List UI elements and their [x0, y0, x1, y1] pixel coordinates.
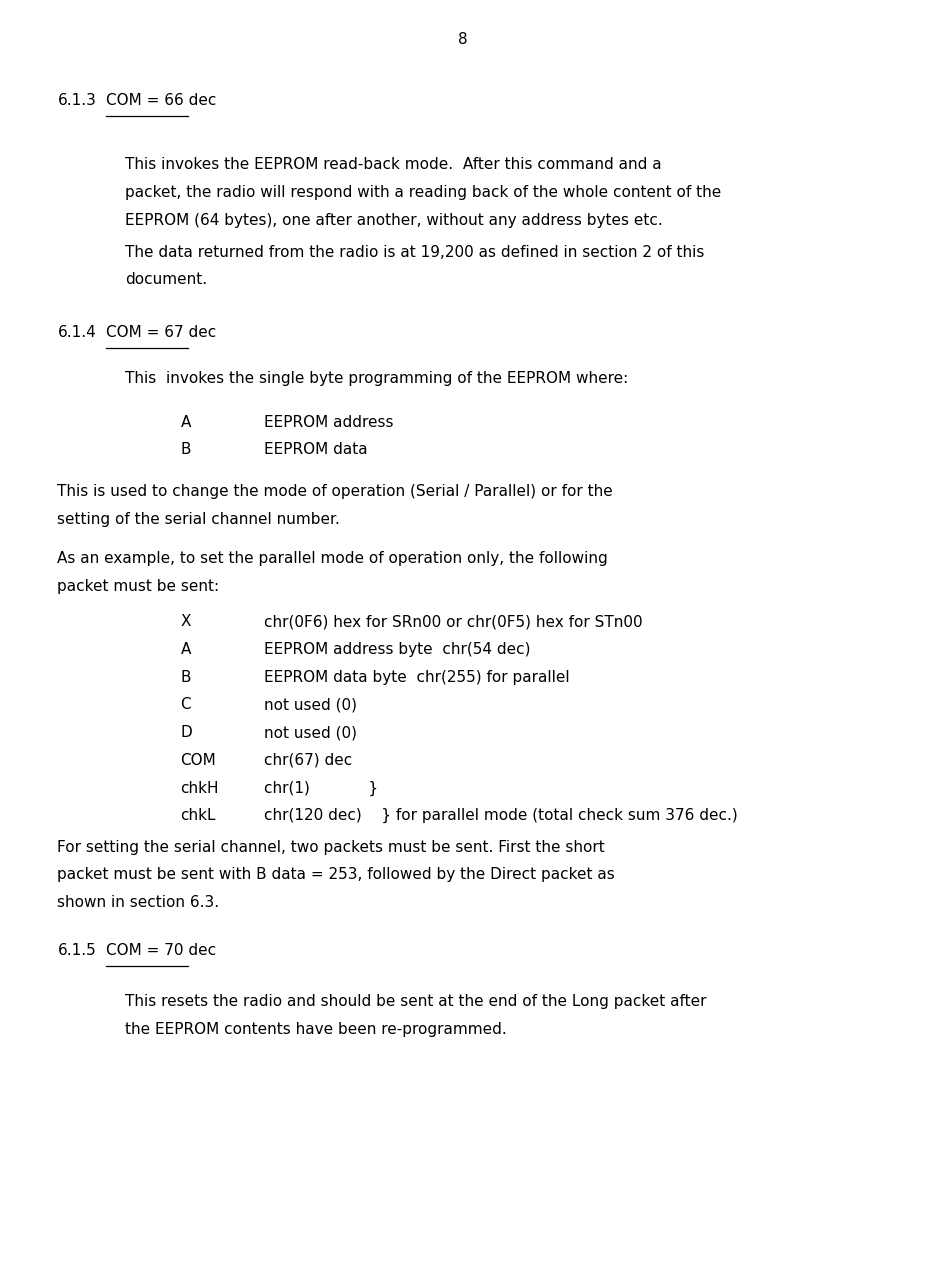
Text: This invokes the EEPROM read-back mode.  After this command and a: This invokes the EEPROM read-back mode. …: [125, 157, 662, 173]
Text: shown in section 6.3.: shown in section 6.3.: [57, 895, 219, 911]
Text: EEPROM (64 bytes), one after another, without any address bytes etc.: EEPROM (64 bytes), one after another, wi…: [125, 213, 663, 228]
Text: packet must be sent with B data = 253, followed by the Direct packet as: packet must be sent with B data = 253, f…: [57, 868, 615, 882]
Text: B: B: [181, 670, 191, 685]
Text: EEPROM data: EEPROM data: [264, 442, 368, 457]
Text: not used (0): not used (0): [264, 698, 357, 712]
Text: 8: 8: [458, 32, 468, 48]
Text: EEPROM address: EEPROM address: [264, 415, 394, 430]
Text: packet, the radio will respond with a reading back of the whole content of the: packet, the radio will respond with a re…: [125, 185, 721, 200]
Text: document.: document.: [125, 273, 207, 287]
Text: setting of the serial channel number.: setting of the serial channel number.: [57, 511, 340, 527]
Text: chkH: chkH: [181, 781, 219, 796]
Text: chr(67) dec: chr(67) dec: [264, 752, 352, 768]
Text: X: X: [181, 614, 191, 630]
Text: A: A: [181, 643, 191, 657]
Text: B: B: [181, 442, 191, 457]
Text: As an example, to set the parallel mode of operation only, the following: As an example, to set the parallel mode …: [57, 551, 608, 567]
Text: COM: COM: [181, 752, 217, 768]
Text: A: A: [181, 415, 191, 430]
Text: COM = 66 dec: COM = 66 dec: [106, 93, 217, 108]
Text: COM = 70 dec: COM = 70 dec: [106, 943, 217, 958]
Text: 6.1.5: 6.1.5: [57, 943, 96, 958]
Text: chr(1)            }: chr(1) }: [264, 781, 378, 796]
Text: For setting the serial channel, two packets must be sent. First the short: For setting the serial channel, two pack…: [57, 840, 606, 855]
Text: chkL: chkL: [181, 809, 216, 823]
Text: packet must be sent:: packet must be sent:: [57, 580, 219, 594]
Text: not used (0): not used (0): [264, 725, 357, 741]
Text: This resets the radio and should be sent at the end of the Long packet after: This resets the radio and should be sent…: [125, 994, 707, 1010]
Text: D: D: [181, 725, 193, 741]
Text: C: C: [181, 698, 191, 712]
Text: 6.1.3: 6.1.3: [57, 93, 96, 108]
Text: The data returned from the radio is at 19,200 as defined in section 2 of this: The data returned from the radio is at 1…: [125, 245, 705, 260]
Text: EEPROM address byte  chr(54 dec): EEPROM address byte chr(54 dec): [264, 643, 531, 657]
Text: 6.1.4: 6.1.4: [57, 325, 96, 340]
Text: EEPROM data byte  chr(255) for parallel: EEPROM data byte chr(255) for parallel: [264, 670, 569, 685]
Text: This  invokes the single byte programming of the EEPROM where:: This invokes the single byte programming…: [125, 371, 628, 386]
Text: chr(0F6) hex for SRn00 or chr(0F5) hex for STn00: chr(0F6) hex for SRn00 or chr(0F5) hex f…: [264, 614, 643, 630]
Text: chr(120 dec)    } for parallel mode (total check sum 376 dec.): chr(120 dec) } for parallel mode (total …: [264, 809, 738, 823]
Text: This is used to change the mode of operation (Serial / Parallel) or for the: This is used to change the mode of opera…: [57, 484, 613, 500]
Text: COM = 67 dec: COM = 67 dec: [106, 325, 217, 340]
Text: the EEPROM contents have been re-programmed.: the EEPROM contents have been re-program…: [125, 1023, 507, 1037]
